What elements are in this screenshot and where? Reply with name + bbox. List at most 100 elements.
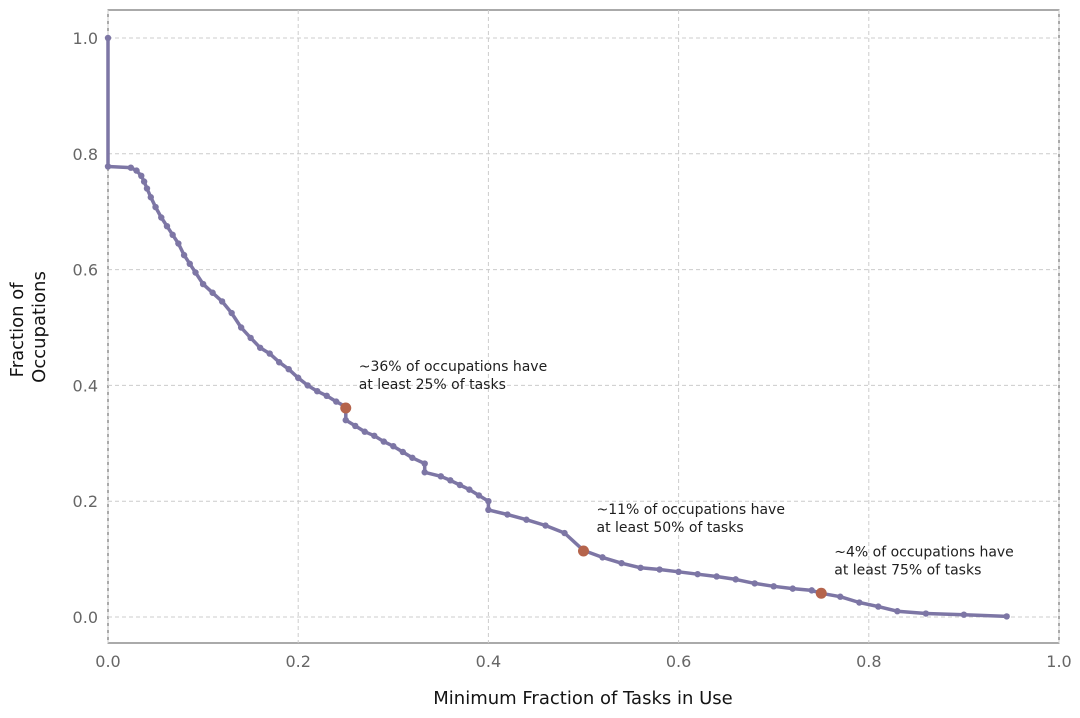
plot-area [107,9,1060,644]
data-point [275,359,283,366]
data-point [186,260,193,268]
data-point [618,559,625,567]
data-point [561,529,568,537]
x-tick-label: 0.6 [666,652,691,671]
y-tick-label: 1.0 [73,29,98,48]
annotation-line: at least 25% of tasks [359,377,506,393]
data-point [456,481,464,489]
x-axis-title: Minimum Fraction of Tasks in Use [433,688,733,709]
data-point [228,309,235,317]
data-point [380,438,387,445]
data-point [304,382,311,389]
data-point [352,422,359,430]
tick-labels: 0.0 0.2 0.4 0.6 0.8 1.0 0.0 0.2 0.4 0.6 0.8 1.0 [73,29,1072,671]
data-point [199,280,207,288]
data-point [837,593,844,600]
x-tick-label: 0.0 [95,652,120,671]
data-point [504,511,511,518]
data-point [856,599,863,606]
data-point [256,344,264,351]
y-axis-title: Fraction of Occupations [7,271,50,383]
data-point [138,172,145,180]
data-point [140,178,148,185]
data-point [694,570,701,578]
data-point [333,398,340,405]
data-point [732,576,739,583]
data-point [104,34,112,42]
x-tick-label: 0.4 [476,652,501,671]
data-point [143,185,151,192]
data-point [399,448,407,456]
annotation-label: ~36% of occupations have at least 25% of … [359,359,547,393]
data-point [371,432,378,439]
data-point [152,203,159,211]
x-tick-label: 0.8 [856,652,881,671]
y-axis-title-line2: Occupations [29,271,50,383]
data-point [218,298,226,305]
data-point [133,167,140,174]
data-point [475,492,483,499]
data-point [147,194,154,201]
y-axis-title-line1: Fraction of [7,282,28,378]
y-tick-label: 0.6 [73,261,98,280]
data-point [485,498,492,505]
data-point [266,350,273,357]
data-point [158,214,165,221]
data-point [599,554,606,561]
annotations: ~36% of occupations have at least 25% of … [359,359,1014,578]
x-tick-label: 1.0 [1046,652,1071,671]
data-point [421,460,428,467]
data-point [169,231,176,239]
data-point [542,522,549,529]
highlight-point [340,402,352,414]
data-point [447,477,454,484]
data-point [751,580,758,587]
highlight-point [578,545,589,557]
annotation-line: at least 75% of tasks [834,562,981,578]
highlight-point [815,587,827,599]
data-point [285,365,292,373]
data-point [342,416,349,424]
data-point [390,442,397,450]
data-point [361,428,368,435]
data-point [127,164,135,171]
data-point [237,324,245,331]
data-point [175,240,182,247]
data-point [295,374,302,382]
data-point [875,603,882,610]
data-point [421,469,428,476]
data-point [485,506,492,514]
data-point [409,454,416,461]
x-tick-label: 0.2 [285,652,310,671]
data-point [523,516,530,523]
annotation-line: ~11% of occupations have [597,502,785,518]
data-point [163,222,171,230]
data-point [713,573,720,580]
highlight-markers [340,402,827,599]
y-tick-label: 0.4 [73,376,98,395]
data-point [180,251,188,259]
data-point [656,566,663,573]
y-tick-label: 0.2 [73,492,98,511]
data-point [192,269,199,276]
data-point [808,587,815,594]
annotation-line: at least 50% of tasks [597,520,744,536]
data-point [323,392,330,400]
annotation-label: ~4% of occupations have at least 75% of t… [834,544,1014,578]
data-point [894,608,901,615]
annotation-line: ~36% of occupations have [359,359,547,375]
y-tick-label: 0.0 [73,608,98,627]
data-point [209,289,216,296]
data-point [437,473,445,480]
data-point [466,486,473,493]
annotation-line: ~4% of occupations have [834,544,1014,560]
data-point [960,611,968,618]
data-point [675,568,682,576]
data-point [770,583,777,590]
annotation-label: ~11% of occupations have at least 50% of … [597,502,785,536]
data-point [637,564,644,571]
data-point [314,387,321,395]
data-point [1003,613,1010,620]
data-point [789,585,796,592]
